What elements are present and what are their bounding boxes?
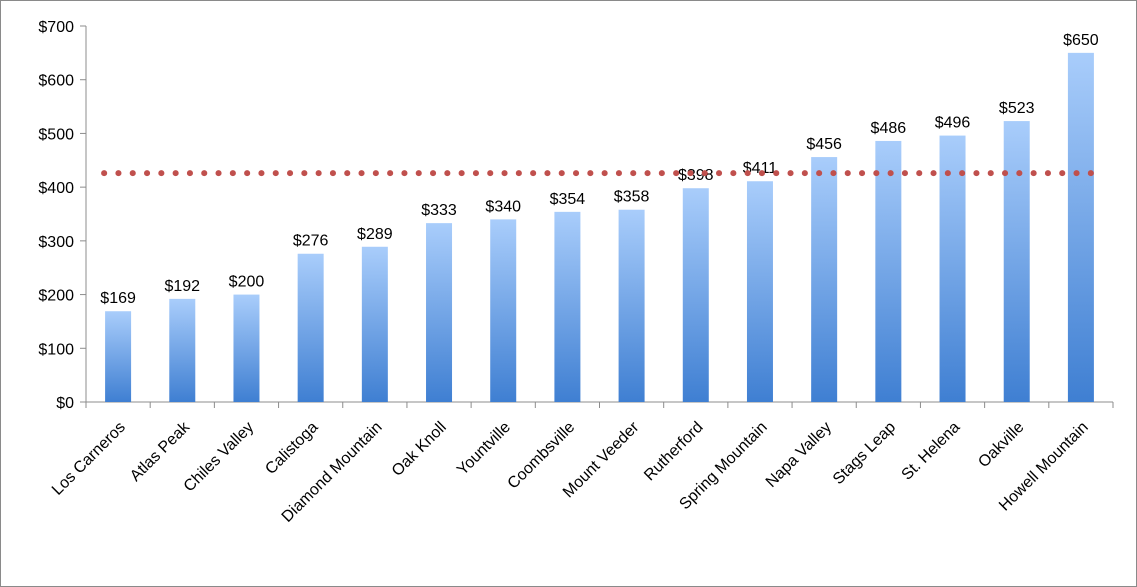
category-label: St. Helena	[899, 419, 964, 484]
y-tick-label: $700	[38, 19, 74, 36]
bar	[554, 211, 581, 402]
y-tick-label: $500	[38, 126, 74, 143]
data-label: $200	[229, 274, 265, 291]
data-label: $354	[550, 191, 586, 208]
category-label: Calistoga	[262, 419, 321, 478]
y-tick-label: $600	[38, 73, 74, 90]
category-label: Oak Knoll	[389, 419, 450, 480]
data-label: $289	[357, 226, 393, 243]
bar	[105, 311, 132, 402]
data-label: $276	[293, 233, 329, 250]
category-label: Los Carneros	[49, 419, 129, 499]
bar	[618, 209, 645, 402]
bar	[1003, 121, 1030, 403]
y-tick-label: $200	[38, 288, 74, 305]
data-label: $358	[614, 189, 650, 206]
data-label: $169	[100, 290, 136, 307]
bar	[233, 294, 260, 402]
bar	[811, 157, 838, 402]
data-label: $192	[164, 278, 200, 295]
category-label: Stags Leap	[830, 419, 899, 488]
y-tick-label: $100	[38, 341, 74, 358]
bar	[875, 140, 902, 402]
data-label: $486	[871, 120, 907, 137]
y-tick-label: $0	[56, 395, 74, 412]
data-label: $456	[806, 136, 842, 153]
bar	[361, 246, 388, 402]
data-label: $496	[935, 115, 971, 132]
bar	[169, 298, 196, 402]
category-label: Yountville	[454, 419, 514, 479]
bar	[939, 135, 966, 402]
bar	[1067, 52, 1094, 402]
y-tick-label: $400	[38, 180, 74, 197]
data-label: $523	[999, 100, 1035, 117]
bar	[426, 223, 453, 402]
bar	[297, 253, 324, 402]
category-label: Oakville	[975, 419, 1027, 471]
y-tick-label: $300	[38, 234, 74, 251]
data-label: $333	[421, 202, 457, 219]
data-label: $398	[678, 167, 714, 184]
category-label: Napa Valley	[763, 419, 835, 491]
data-label: $650	[1063, 32, 1099, 49]
category-label: Atlas Peak	[127, 418, 194, 485]
data-label: $340	[485, 198, 521, 215]
bar	[682, 188, 709, 402]
category-label: Rutherford	[641, 419, 706, 484]
data-label: $411	[743, 160, 778, 177]
bar	[490, 219, 517, 402]
bar	[746, 181, 773, 402]
